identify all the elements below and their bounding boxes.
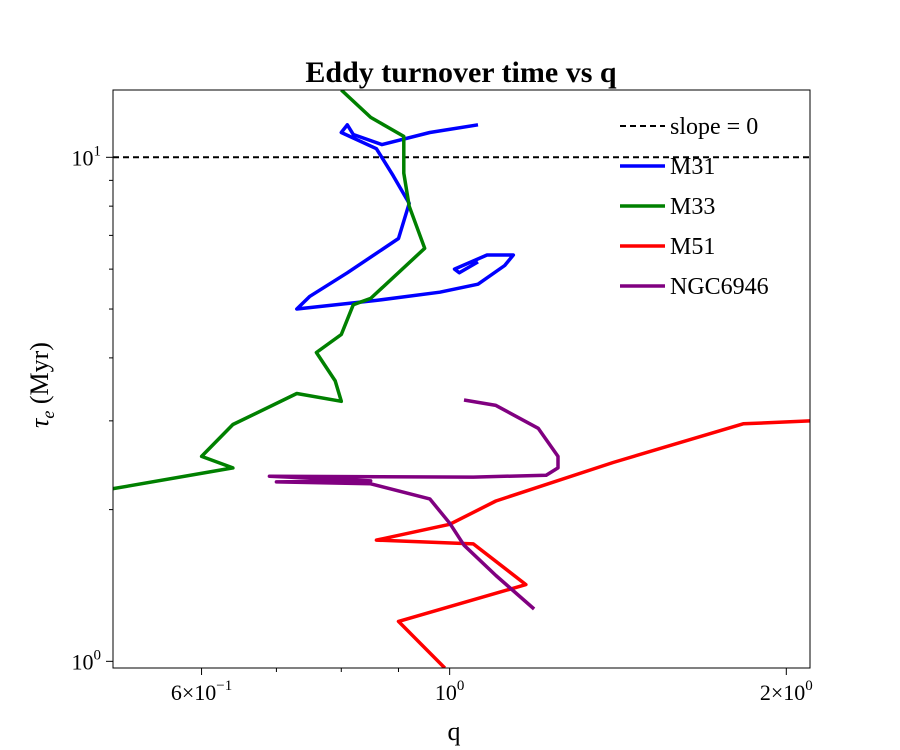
x-tick-label: 100: [435, 678, 465, 705]
series-line-m33: [113, 90, 427, 491]
x-axis-label: q: [448, 717, 461, 746]
chart-title: Eddy turnover time vs q: [305, 56, 616, 89]
legend-label: M33: [670, 194, 715, 220]
series-line-m31: [295, 123, 516, 311]
y-tick-label: 100: [72, 647, 102, 674]
plot-frame: [112, 89, 811, 669]
legend-label: M51: [670, 234, 715, 260]
tick-layer: 6×10−1 100 2×100 100 101: [72, 143, 813, 705]
x-tick-label: 2×100: [760, 678, 813, 705]
series-line-m51: [374, 419, 810, 668]
x-tick-label: 6×10−1: [171, 678, 232, 705]
legend: slope = 0 M31 M33 M51 NGC6946: [620, 114, 769, 300]
y-axis-label: τe (Myr): [25, 342, 58, 428]
legend-label: slope = 0: [670, 114, 758, 140]
series-line-ngc6946: [267, 398, 560, 611]
legend-label: M31: [670, 154, 715, 180]
legend-label: NGC6946: [670, 274, 769, 300]
series-layer: [113, 90, 810, 668]
y-tick-label: 101: [72, 143, 102, 170]
